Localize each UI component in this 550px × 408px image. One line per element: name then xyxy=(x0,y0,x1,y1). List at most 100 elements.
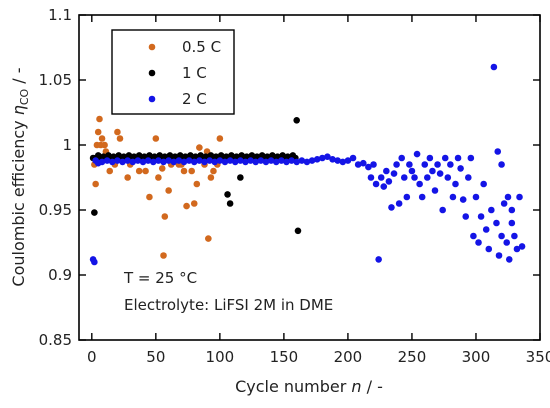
point-series-2-107 xyxy=(495,252,503,259)
point-series-2-115 xyxy=(516,193,523,201)
point-series-2-86 xyxy=(441,154,449,162)
point-series-2-5 xyxy=(103,157,111,164)
point-series-0-49 xyxy=(216,135,224,142)
point-series-2-36 xyxy=(262,158,270,166)
point-series-0-21 xyxy=(146,193,153,201)
data-points xyxy=(89,63,526,266)
point-series-0-40 xyxy=(196,144,203,151)
x-axis-title-var: n xyxy=(351,377,361,396)
point-series-2-71 xyxy=(403,193,411,201)
point-series-2-78 xyxy=(421,161,429,168)
point-series-2-12 xyxy=(139,158,147,166)
point-series-2-38 xyxy=(272,158,280,166)
point-series-2-108 xyxy=(498,232,505,240)
point-series-2-65 xyxy=(388,204,395,211)
point-series-2-80 xyxy=(426,154,434,162)
point-series-2-41 xyxy=(288,157,295,164)
point-series-2-67 xyxy=(393,161,400,168)
point-series-0-39 xyxy=(193,180,201,188)
point-series-2-85 xyxy=(439,206,446,214)
x-tick-label-5: 250 xyxy=(398,348,427,366)
point-series-0-25 xyxy=(158,165,166,172)
point-series-2-76 xyxy=(416,180,423,188)
point-series-2-56 xyxy=(365,163,372,171)
point-series-2-88 xyxy=(447,161,454,168)
point-series-2-106 xyxy=(493,219,500,227)
point-series-0-44 xyxy=(205,235,212,242)
point-series-2-24 xyxy=(201,158,208,166)
point-series-2-46 xyxy=(313,156,321,163)
point-series-2-48 xyxy=(324,153,331,160)
point-series-2-61 xyxy=(377,174,385,181)
point-series-2-82 xyxy=(431,187,439,194)
point-series-2-6 xyxy=(108,158,116,166)
point-series-2-30 xyxy=(231,158,239,166)
point-series-2-72 xyxy=(406,161,413,168)
point-series-2-116 xyxy=(518,243,526,250)
point-series-2-90 xyxy=(452,180,459,188)
point-series-0-8 xyxy=(101,141,108,149)
point-series-0-45 xyxy=(207,174,215,181)
point-series-2-92 xyxy=(457,165,464,172)
x-tick-label-4: 200 xyxy=(334,348,363,366)
y-axis-title-var: η xyxy=(9,105,28,115)
y-axis-title-unit: / - xyxy=(9,67,28,88)
point-series-2-23 xyxy=(196,157,203,164)
point-series-2-87 xyxy=(444,174,452,181)
point-series-1-84 xyxy=(293,117,300,124)
point-series-2-99 xyxy=(475,239,482,246)
point-series-0-27 xyxy=(161,213,169,220)
point-series-1-1 xyxy=(91,209,98,216)
point-series-2-34 xyxy=(252,158,260,166)
point-series-0-11 xyxy=(106,167,114,175)
y-tick-label-2: 0.95 xyxy=(39,201,72,219)
point-series-2-35 xyxy=(257,157,265,164)
point-series-2-102 xyxy=(482,226,490,233)
point-series-2-54 xyxy=(354,161,362,168)
point-series-2-66 xyxy=(390,170,398,177)
point-series-2-64 xyxy=(385,178,393,185)
x-tick-label-7: 350 xyxy=(526,348,550,366)
point-series-2-17 xyxy=(165,157,172,164)
point-series-2-111 xyxy=(505,256,513,263)
point-series-2-62 xyxy=(380,183,388,190)
point-series-2-112 xyxy=(508,206,516,214)
y-tick-labels: 0.85 0.9 0.95 1 1.05 1.1 xyxy=(39,6,72,349)
point-series-2-101 xyxy=(480,180,487,188)
y-tick-label-0: 0.85 xyxy=(39,331,72,349)
point-series-1-56 xyxy=(226,200,234,207)
point-series-1-61 xyxy=(237,174,244,181)
point-series-2-97 xyxy=(470,232,477,240)
point-series-2-53 xyxy=(349,154,357,162)
point-series-2-103 xyxy=(485,245,493,253)
y-axis-title-sub: CO xyxy=(18,88,31,105)
point-series-2-40 xyxy=(283,158,290,166)
point-series-0-26 xyxy=(160,252,167,259)
point-series-2-60 xyxy=(375,256,382,263)
plot-frame xyxy=(78,14,541,341)
point-series-2-75 xyxy=(413,150,421,158)
point-series-2-28 xyxy=(221,158,229,166)
point-series-2-33 xyxy=(247,157,254,164)
point-series-2-52 xyxy=(344,157,352,164)
point-series-0-6 xyxy=(98,135,106,142)
point-series-2-73 xyxy=(408,167,416,175)
point-series-0-20 xyxy=(142,167,149,175)
point-series-2-10 xyxy=(129,158,137,166)
point-series-0-37 xyxy=(188,167,195,175)
point-series-2-14 xyxy=(149,158,157,166)
point-series-2-45 xyxy=(308,157,316,164)
legend-box xyxy=(111,29,235,115)
point-series-2-43 xyxy=(298,157,306,164)
point-series-2-11 xyxy=(134,157,142,164)
point-series-0-38 xyxy=(190,200,198,207)
point-series-2-58 xyxy=(370,161,377,168)
point-series-2-83 xyxy=(434,161,441,168)
legend-marker-2c xyxy=(148,95,156,103)
x-tick-label-3: 150 xyxy=(270,348,299,366)
point-series-2-59 xyxy=(372,180,380,188)
point-series-2-31 xyxy=(237,157,244,164)
point-series-2-96 xyxy=(467,154,475,162)
point-series-2-29 xyxy=(226,157,234,164)
